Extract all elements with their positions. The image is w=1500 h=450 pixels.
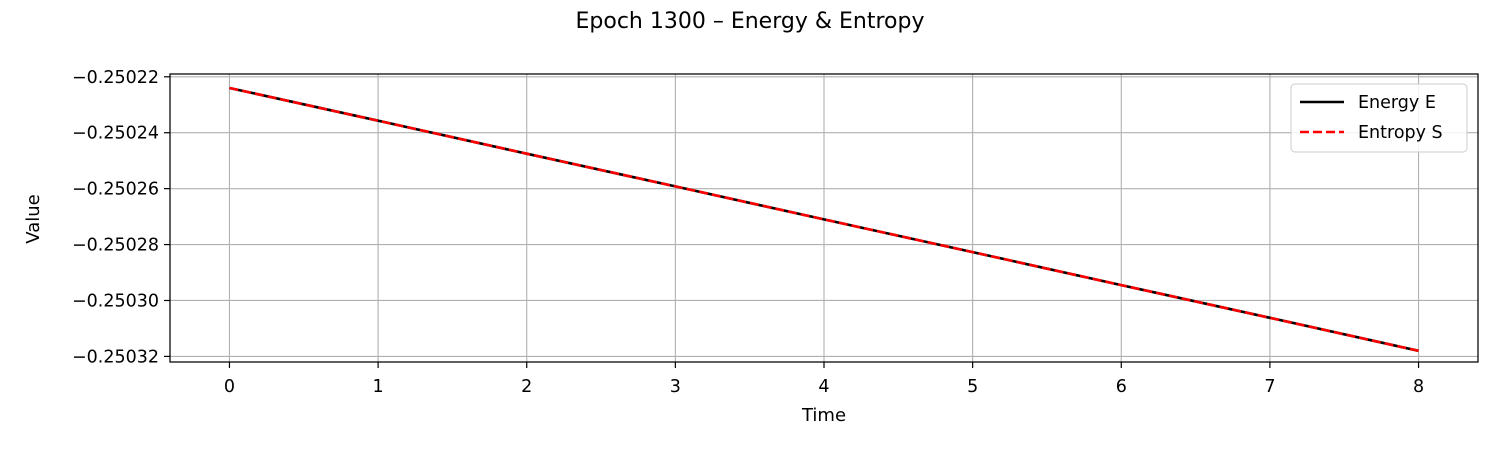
legend-label-entropy: Entropy S xyxy=(1358,123,1443,143)
legend: Energy E Entropy S xyxy=(1290,83,1468,153)
y-tick-label: −0.25024 xyxy=(72,124,159,144)
series-lines xyxy=(229,86,1419,353)
x-tick-label: 1 xyxy=(373,377,384,397)
x-tick-label: 5 xyxy=(967,377,978,397)
x-tick-label: 6 xyxy=(1116,377,1127,397)
x-tick-label: 3 xyxy=(670,377,681,397)
series-line-entropy-s xyxy=(229,86,1419,353)
y-tick-label: −0.25028 xyxy=(72,236,159,256)
x-tick-label: 8 xyxy=(1413,377,1424,397)
y-tick-label: −0.25030 xyxy=(72,291,159,311)
x-tick-label: 7 xyxy=(1264,377,1275,397)
y-axis-ticks: −0.25022 −0.25024 −0.25026 −0.25028 −0.25030… xyxy=(72,68,170,367)
chart-title: Epoch 1300 – Energy & Entropy xyxy=(576,9,925,34)
x-tick-label: 4 xyxy=(818,377,829,397)
x-tick-label: 0 xyxy=(224,377,235,397)
legend-label-energy: Energy E xyxy=(1358,93,1436,113)
x-tick-label: 2 xyxy=(521,377,532,397)
y-tick-label: −0.25032 xyxy=(72,347,159,367)
x-axis-ticks: 0 1 2 3 4 5 6 7 8 xyxy=(224,362,1424,397)
y-tick-label: −0.25026 xyxy=(72,180,159,200)
y-axis-label: Value xyxy=(23,194,44,243)
x-axis-label: Time xyxy=(801,405,846,426)
y-tick-label: −0.25022 xyxy=(72,68,159,88)
